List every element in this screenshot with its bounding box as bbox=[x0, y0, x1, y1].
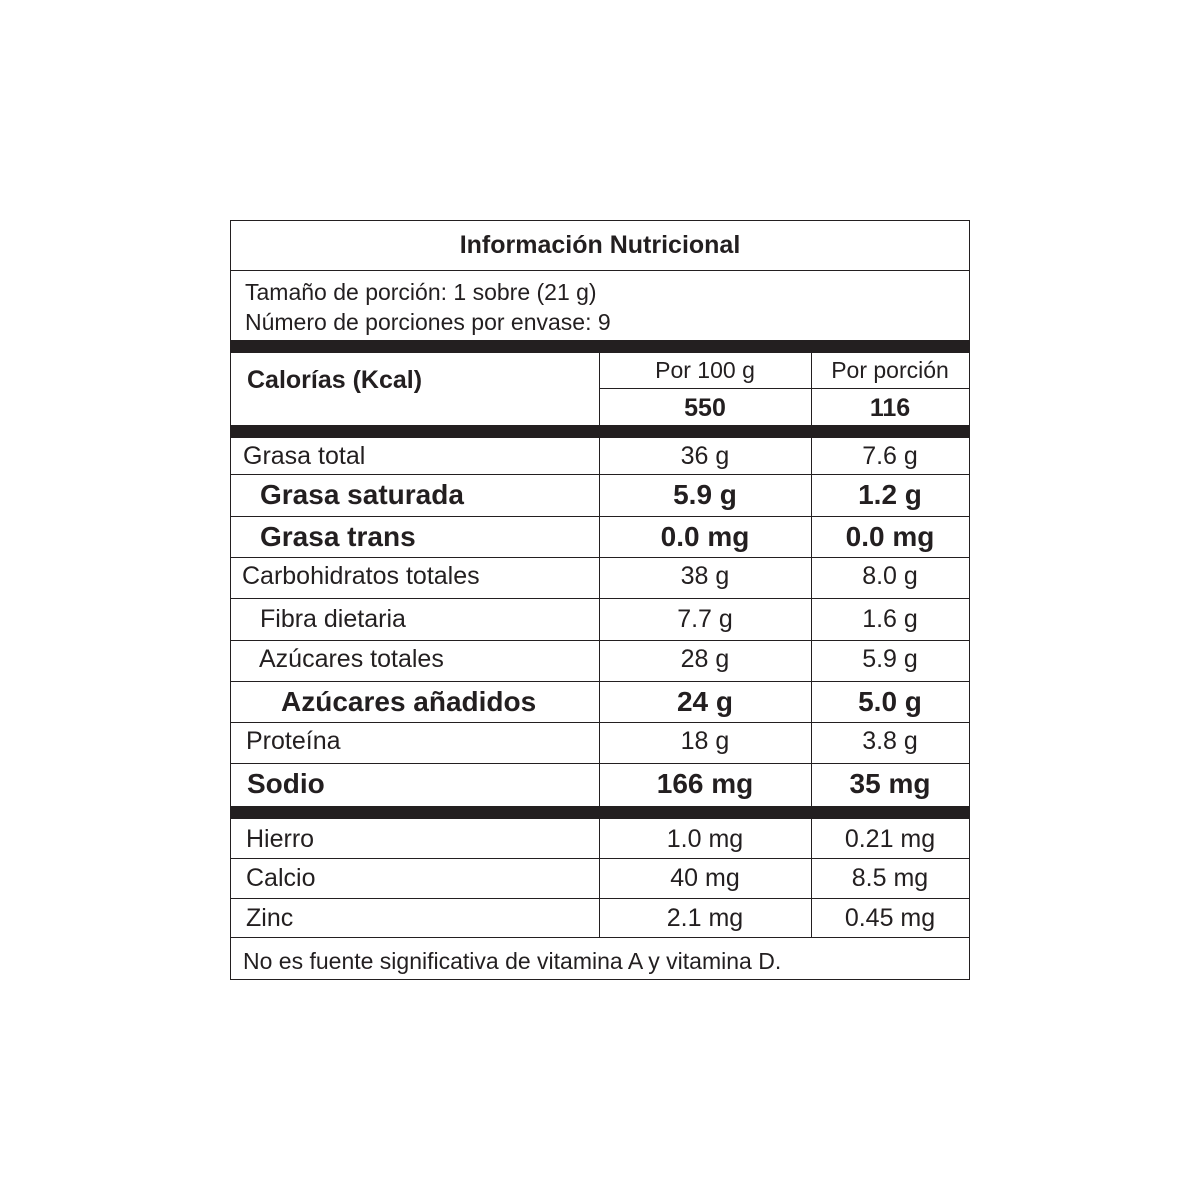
nutrient-row: Carbohidratos totales 38 g 8.0 g bbox=[231, 557, 969, 595]
nutrient-label: Proteína bbox=[246, 726, 341, 755]
value-per-serving: 5.0 g bbox=[858, 685, 922, 717]
column-header-per-serving: Por porción bbox=[831, 357, 949, 383]
nutrient-label: Fibra dietaria bbox=[260, 604, 406, 633]
nutrient-label: Azúcares añadidos bbox=[281, 685, 537, 717]
value-per-100g: 38 g bbox=[680, 561, 730, 590]
nutrient-label: Grasa saturada bbox=[260, 479, 464, 510]
value-per-100g: 28 g bbox=[680, 645, 730, 673]
value-per-serving: 1.2 g bbox=[858, 479, 922, 510]
footnote: No es fuente significativa de vitamina A… bbox=[243, 948, 782, 974]
value-per-serving: 0.21 mg bbox=[844, 824, 936, 853]
column-header-per-100g: Por 100 g bbox=[655, 357, 755, 383]
value-per-serving: 0.45 mg bbox=[844, 903, 936, 932]
value-per-serving: 35 mg bbox=[849, 767, 931, 799]
value-per-100g: 24 g bbox=[676, 685, 734, 717]
nutrient-row: Sodio 166 mg 35 mg bbox=[231, 763, 969, 804]
mineral-label: Calcio bbox=[246, 863, 316, 892]
nutrient-label: Grasa total bbox=[243, 441, 366, 470]
value-per-serving: 1.6 g bbox=[862, 604, 918, 633]
nutrient-label: Sodio bbox=[247, 767, 325, 799]
serving-size: Tamaño de porción: 1 sobre (21 g) bbox=[245, 279, 597, 305]
calories-per-100g: 550 bbox=[684, 394, 726, 422]
value-per-serving: 0.0 mg bbox=[845, 520, 935, 552]
mineral-label: Hierro bbox=[246, 824, 315, 853]
nutrient-row: Proteína 18 g 3.8 g bbox=[231, 722, 969, 760]
mineral-label: Zinc bbox=[246, 903, 294, 932]
mineral-row: Calcio 40 mg 8.5 mg bbox=[231, 858, 969, 898]
value-per-100g: 7.7 g bbox=[677, 604, 733, 633]
nutrient-row: Grasa total 36 g 7.6 g bbox=[231, 438, 969, 474]
servings-per-container: Número de porciones por envase: 9 bbox=[245, 309, 611, 335]
nutrient-label: Grasa trans bbox=[260, 520, 416, 552]
value-per-serving: 8.0 g bbox=[862, 561, 918, 590]
mineral-row: Zinc 2.1 mg 0.45 mg bbox=[231, 898, 969, 938]
nutrient-row: Azúcares totales 28 g 5.9 g bbox=[231, 640, 969, 679]
value-per-100g: 166 mg bbox=[656, 767, 754, 799]
nutrient-row: Azúcares añadidos 24 g 5.0 g bbox=[231, 681, 969, 722]
nutrient-row: Fibra dietaria 7.7 g 1.6 g bbox=[231, 598, 969, 640]
value-per-100g: 18 g bbox=[680, 726, 730, 755]
value-per-100g: 1.0 mg bbox=[666, 824, 744, 853]
nutrition-facts-table: Información Nutricional Tamaño de porció… bbox=[230, 220, 970, 980]
nutrient-row: Grasa trans 0.0 mg 0.0 mg bbox=[231, 516, 969, 557]
nutrient-label: Azúcares totales bbox=[259, 645, 444, 673]
nutrient-row: Grasa saturada 5.9 g 1.2 g bbox=[231, 474, 969, 516]
calories-label: Calorías (Kcal) bbox=[247, 366, 423, 394]
value-per-100g: 40 mg bbox=[670, 863, 740, 892]
value-per-100g: 2.1 mg bbox=[666, 903, 744, 932]
table-title: Información Nutricional bbox=[459, 231, 741, 259]
mineral-row: Hierro 1.0 mg 0.21 mg bbox=[231, 819, 969, 859]
nutrient-label: Carbohidratos totales bbox=[242, 561, 480, 590]
value-per-100g: 0.0 mg bbox=[660, 520, 750, 552]
value-per-serving: 3.8 g bbox=[862, 726, 918, 755]
value-per-serving: 7.6 g bbox=[862, 441, 918, 470]
calories-per-serving: 116 bbox=[869, 394, 911, 422]
value-per-100g: 5.9 g bbox=[673, 479, 737, 510]
value-per-100g: 36 g bbox=[680, 441, 730, 470]
value-per-serving: 8.5 mg bbox=[851, 863, 929, 892]
value-per-serving: 5.9 g bbox=[862, 645, 918, 673]
